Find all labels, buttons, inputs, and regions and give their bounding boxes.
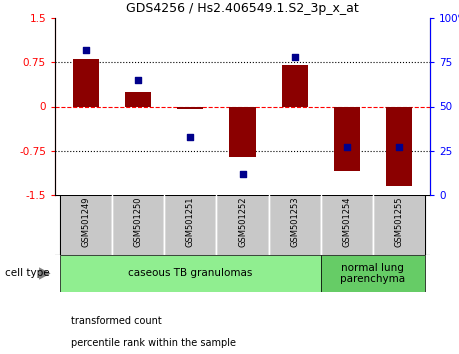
Text: GSM501250: GSM501250 — [134, 197, 143, 247]
Bar — [164, 195, 216, 255]
Text: caseous TB granulomas: caseous TB granulomas — [128, 268, 252, 279]
Text: transformed count: transformed count — [70, 316, 161, 326]
Title: GDS4256 / Hs2.406549.1.S2_3p_x_at: GDS4256 / Hs2.406549.1.S2_3p_x_at — [126, 2, 358, 16]
Bar — [372, 195, 424, 255]
Bar — [125, 92, 151, 107]
Point — [394, 144, 402, 150]
Text: percentile rank within the sample: percentile rank within the sample — [70, 338, 235, 348]
Text: normal lung
parenchyma: normal lung parenchyma — [339, 263, 404, 284]
Bar — [177, 107, 203, 109]
Text: GSM501253: GSM501253 — [290, 197, 298, 247]
Bar — [229, 107, 255, 157]
Text: GSM501254: GSM501254 — [341, 197, 350, 247]
Polygon shape — [39, 267, 50, 280]
Bar — [320, 255, 424, 292]
Bar — [112, 195, 164, 255]
Bar — [320, 195, 372, 255]
Bar — [333, 107, 359, 171]
Point — [290, 54, 297, 60]
Bar — [60, 255, 320, 292]
Text: GSM501249: GSM501249 — [82, 197, 90, 247]
Point — [342, 144, 350, 150]
Text: GSM501251: GSM501251 — [185, 197, 195, 247]
Point — [238, 171, 246, 177]
Bar — [281, 65, 307, 107]
Bar — [73, 59, 99, 107]
Text: cell type: cell type — [5, 268, 49, 279]
Text: GSM501255: GSM501255 — [393, 197, 403, 247]
Text: GSM501252: GSM501252 — [237, 197, 246, 247]
Bar — [268, 195, 320, 255]
Bar — [385, 107, 411, 186]
Bar — [216, 195, 268, 255]
Point — [134, 77, 142, 83]
Point — [186, 134, 194, 139]
Bar — [60, 195, 112, 255]
Point — [83, 47, 90, 53]
